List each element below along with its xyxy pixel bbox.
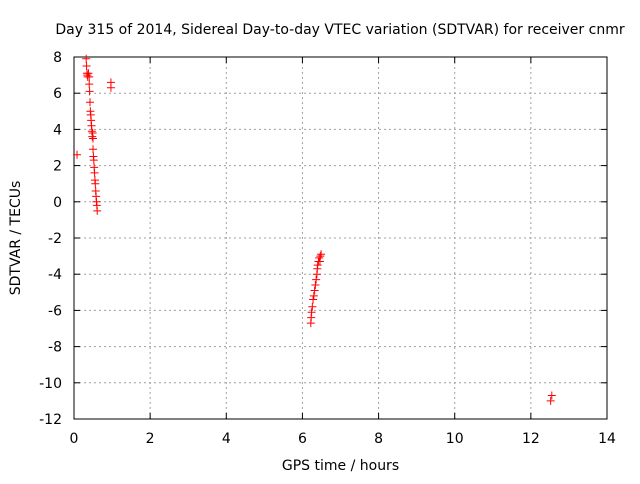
y-tick-label: -8 bbox=[48, 340, 62, 356]
x-tick-label: 2 bbox=[146, 431, 155, 447]
y-tick-label: 2 bbox=[53, 159, 62, 175]
data-point bbox=[82, 54, 91, 63]
chart-title: Day 315 of 2014, Sidereal Day-to-day VTE… bbox=[55, 22, 624, 38]
y-tick-label: 4 bbox=[53, 122, 62, 138]
data-point bbox=[316, 252, 325, 261]
y-tick-label: -10 bbox=[39, 376, 62, 392]
data-point bbox=[82, 62, 91, 71]
y-tick-label: -6 bbox=[48, 303, 62, 319]
data-point bbox=[89, 156, 98, 165]
y-tick-label: 8 bbox=[53, 50, 62, 66]
x-tick-label: 10 bbox=[446, 431, 464, 447]
data-point bbox=[311, 281, 320, 290]
y-axis-label: SDTVAR / TECUs bbox=[8, 181, 24, 296]
x-tick-label: 12 bbox=[522, 431, 540, 447]
grid bbox=[74, 57, 607, 419]
data-point bbox=[93, 206, 102, 215]
data-point bbox=[309, 295, 318, 304]
y-tick-label: -2 bbox=[48, 231, 62, 247]
y-tick-label: 0 bbox=[53, 195, 62, 211]
data-point bbox=[73, 150, 82, 159]
data-point bbox=[315, 253, 324, 262]
axis-ticks: 0 2 4 6 8 10 12 14 8 6 4 2 0 -2 -4 -6 -8 -10 -12 bbox=[39, 50, 616, 447]
data-point bbox=[546, 396, 555, 405]
data-point bbox=[85, 98, 94, 107]
data-point bbox=[85, 72, 94, 81]
x-tick-label: 4 bbox=[222, 431, 231, 447]
x-axis-label: GPS time / hours bbox=[282, 458, 399, 474]
data-points bbox=[73, 54, 556, 405]
data-point bbox=[309, 291, 318, 300]
data-point bbox=[85, 87, 94, 96]
data-point bbox=[317, 250, 326, 259]
data-point bbox=[85, 80, 94, 89]
x-tick-label: 6 bbox=[298, 431, 307, 447]
data-point bbox=[547, 391, 556, 400]
data-point bbox=[307, 308, 316, 317]
data-point bbox=[310, 286, 319, 295]
x-tick-label: 14 bbox=[598, 431, 616, 447]
data-point bbox=[106, 83, 115, 92]
x-tick-label: 8 bbox=[374, 431, 383, 447]
data-point bbox=[89, 145, 98, 154]
data-point bbox=[84, 69, 93, 78]
data-point bbox=[312, 275, 321, 284]
x-tick-label: 0 bbox=[70, 431, 79, 447]
data-point bbox=[308, 302, 317, 311]
y-tick-label: -4 bbox=[48, 267, 62, 283]
y-tick-label: 6 bbox=[53, 86, 62, 102]
y-tick-label: -12 bbox=[39, 412, 62, 428]
data-point bbox=[89, 134, 98, 143]
data-point bbox=[91, 179, 100, 188]
data-point bbox=[90, 168, 99, 177]
